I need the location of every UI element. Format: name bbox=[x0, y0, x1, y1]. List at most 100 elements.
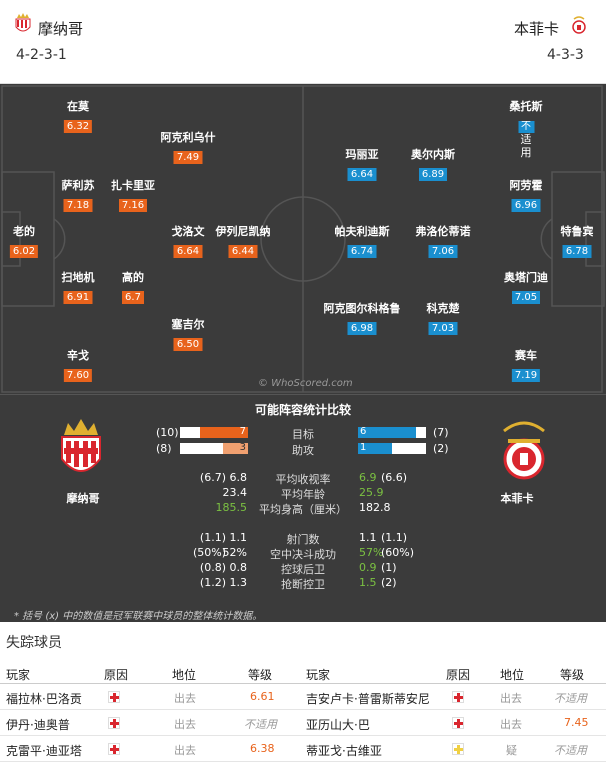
player-name[interactable]: 福拉林·巴洛贡 bbox=[6, 692, 82, 706]
away-team-name[interactable]: 本菲卡 bbox=[514, 20, 560, 38]
away-player[interactable]: 帕夫利迪斯 6.74 bbox=[335, 225, 390, 258]
player-rating: 6.64 bbox=[347, 168, 377, 181]
table-row: 克雷平·迪亚塔 出去 6.38 蒂亚戈·古维亚 疑 不适用 bbox=[0, 737, 606, 762]
goals-label: 目标 bbox=[292, 428, 314, 441]
player-name[interactable]: 吉安卢卡·普雷斯蒂安尼 bbox=[306, 692, 430, 706]
rating: 不适用 bbox=[244, 718, 277, 731]
away-stat-total: (1.1) bbox=[381, 531, 408, 544]
player-name: 阿克图尔科格鲁 bbox=[323, 302, 401, 315]
home-player[interactable]: 戈洛文 6.64 bbox=[172, 225, 205, 258]
home-assists-total: (8) bbox=[156, 442, 172, 455]
missing-players-section: 失踪球员 玩家 原因 地位 等级 玩家 原因 地位 等级 福拉林·巴洛贡 出去 … bbox=[0, 622, 606, 784]
home-player[interactable]: 阿克利乌什 7.49 bbox=[161, 131, 216, 164]
pitch-lines bbox=[1, 85, 605, 393]
away-stat-value: 57% bbox=[359, 546, 384, 559]
rating: 不适用 bbox=[554, 744, 587, 757]
away-player[interactable]: 阿劳霍 6.96 bbox=[510, 179, 543, 212]
missing-table-header: 玩家 原因 地位 等级 玩家 原因 地位 等级 bbox=[0, 662, 606, 684]
player-rating: 7.60 bbox=[63, 369, 93, 382]
home-player[interactable]: 辛戈 7.60 bbox=[63, 349, 93, 382]
col-reason[interactable]: 原因 bbox=[104, 668, 129, 682]
player-name: 弗洛伦蒂诺 bbox=[415, 225, 471, 238]
status: 出去 bbox=[174, 718, 196, 731]
home-assists-value: 3 bbox=[239, 442, 246, 453]
away-player[interactable]: 弗洛伦蒂诺 7.06 bbox=[416, 225, 471, 258]
injury-icon bbox=[108, 717, 120, 729]
monaco-crest-icon bbox=[15, 13, 31, 32]
stat-label: 平均年龄 bbox=[281, 488, 325, 501]
home-stat-value: 52% bbox=[222, 546, 247, 559]
player-name: 萨利苏 bbox=[61, 179, 95, 192]
player-rating: 7.05 bbox=[511, 291, 541, 304]
away-player[interactable]: 特鲁宾 6.78 bbox=[561, 225, 594, 258]
status: 出去 bbox=[174, 692, 196, 705]
player-name[interactable]: 克雷平·迪亚塔 bbox=[6, 744, 82, 758]
player-name[interactable]: 亚历山大·巴 bbox=[306, 718, 370, 732]
player-name: 在莫 bbox=[66, 100, 89, 113]
injury-icon bbox=[108, 691, 120, 703]
away-assists-total: (2) bbox=[433, 442, 449, 455]
away-player[interactable]: 玛丽亚 6.64 bbox=[346, 148, 379, 181]
col-player[interactable]: 玩家 bbox=[6, 668, 31, 682]
watermark: © WhoScored.com bbox=[258, 378, 353, 389]
col-rating[interactable]: 等级 bbox=[248, 668, 273, 682]
away-player[interactable]: 奥尔内斯 6.89 bbox=[411, 148, 455, 181]
away-player[interactable]: 赛车 7.19 bbox=[511, 349, 541, 382]
away-stat-value: 182.8 bbox=[359, 501, 391, 514]
col-status[interactable]: 地位 bbox=[500, 668, 525, 682]
away-assists-value: 1 bbox=[360, 442, 367, 453]
home-stat-total: (6.7) bbox=[199, 471, 226, 484]
home-stat-total: (1.2) bbox=[199, 576, 226, 589]
table-row: 福拉林·巴洛贡 出去 6.61 吉安卢卡·普雷斯蒂安尼 出去 不适用 bbox=[0, 685, 606, 710]
home-player[interactable]: 在莫 6.32 bbox=[63, 100, 93, 133]
player-rating: 6.7 bbox=[122, 291, 144, 304]
rating: 不适用 bbox=[554, 692, 587, 705]
home-stat-total: (1.1) bbox=[199, 531, 226, 544]
away-player[interactable]: 阿克图尔科格鲁 6.98 bbox=[324, 302, 401, 335]
stat-label: 抢断控卫 bbox=[281, 578, 325, 591]
home-team-name[interactable]: 摩纳哥 bbox=[38, 20, 84, 38]
home-stat-value: 0.8 bbox=[229, 561, 248, 574]
col-player[interactable]: 玩家 bbox=[306, 668, 331, 682]
player-name: 伊列尼凯纳 bbox=[215, 225, 271, 238]
player-name[interactable]: 蒂亚戈·古维亚 bbox=[306, 744, 382, 758]
player-name: 老的 bbox=[12, 225, 35, 238]
home-goals-total: (10) bbox=[156, 426, 179, 439]
away-player[interactable]: 奥塔门迪 7.05 bbox=[504, 271, 548, 304]
home-stat-value: 1.3 bbox=[229, 576, 248, 589]
away-player[interactable]: 桑托斯 不 适 用 bbox=[510, 100, 543, 159]
home-stat-value: 1.1 bbox=[229, 531, 248, 544]
home-player[interactable]: 伊列尼凯纳 6.44 bbox=[216, 225, 271, 258]
player-name[interactable]: 伊丹·迪奥普 bbox=[6, 718, 70, 732]
home-player[interactable]: 萨利苏 7.18 bbox=[62, 179, 95, 212]
stats-title: 可能阵容统计比较 bbox=[254, 403, 351, 417]
player-rating: 7.49 bbox=[173, 151, 203, 164]
home-player[interactable]: 塞吉尔 6.50 bbox=[172, 318, 205, 351]
player-rating: 7.19 bbox=[511, 369, 541, 382]
away-player[interactable]: 科克楚 7.03 bbox=[427, 302, 460, 335]
away-assists-bar: 1 bbox=[358, 442, 426, 454]
pitch: 在莫 6.32 萨利苏 7.18 扎卡里亚 7.16 阿克利乌什 7.49 老的 6.02… bbox=[0, 84, 606, 394]
injury-icon bbox=[452, 717, 464, 729]
table-row: 伊丹·迪奥普 出去 不适用 亚历山大·巴 出去 7.45 bbox=[0, 711, 606, 736]
player-rating: 6.74 bbox=[347, 245, 377, 258]
away-goals-value: 6 bbox=[360, 426, 367, 437]
monaco-crest-large-icon bbox=[61, 419, 101, 472]
col-status[interactable]: 地位 bbox=[172, 668, 197, 682]
home-player[interactable]: 扫地机 6.91 bbox=[62, 271, 95, 304]
stat-label: 平均收视率 bbox=[275, 473, 331, 486]
stat-label: 空中决斗成功 bbox=[270, 548, 336, 561]
injury-icon bbox=[108, 743, 120, 755]
home-player[interactable]: 扎卡里亚 7.16 bbox=[111, 179, 155, 212]
home-player[interactable]: 高的 6.7 bbox=[122, 271, 144, 304]
player-rating-na-2: 适 bbox=[520, 133, 532, 146]
home-stats-team-name: 摩纳哥 bbox=[66, 492, 100, 505]
away-assists-fill bbox=[358, 443, 392, 454]
rating: 7.45 bbox=[564, 716, 589, 729]
player-name: 高的 bbox=[122, 271, 144, 284]
player-name: 玛丽亚 bbox=[345, 148, 379, 161]
home-player[interactable]: 老的 6.02 bbox=[9, 225, 39, 258]
col-rating[interactable]: 等级 bbox=[560, 668, 585, 682]
rating: 6.38 bbox=[250, 742, 275, 755]
col-reason[interactable]: 原因 bbox=[446, 668, 471, 682]
